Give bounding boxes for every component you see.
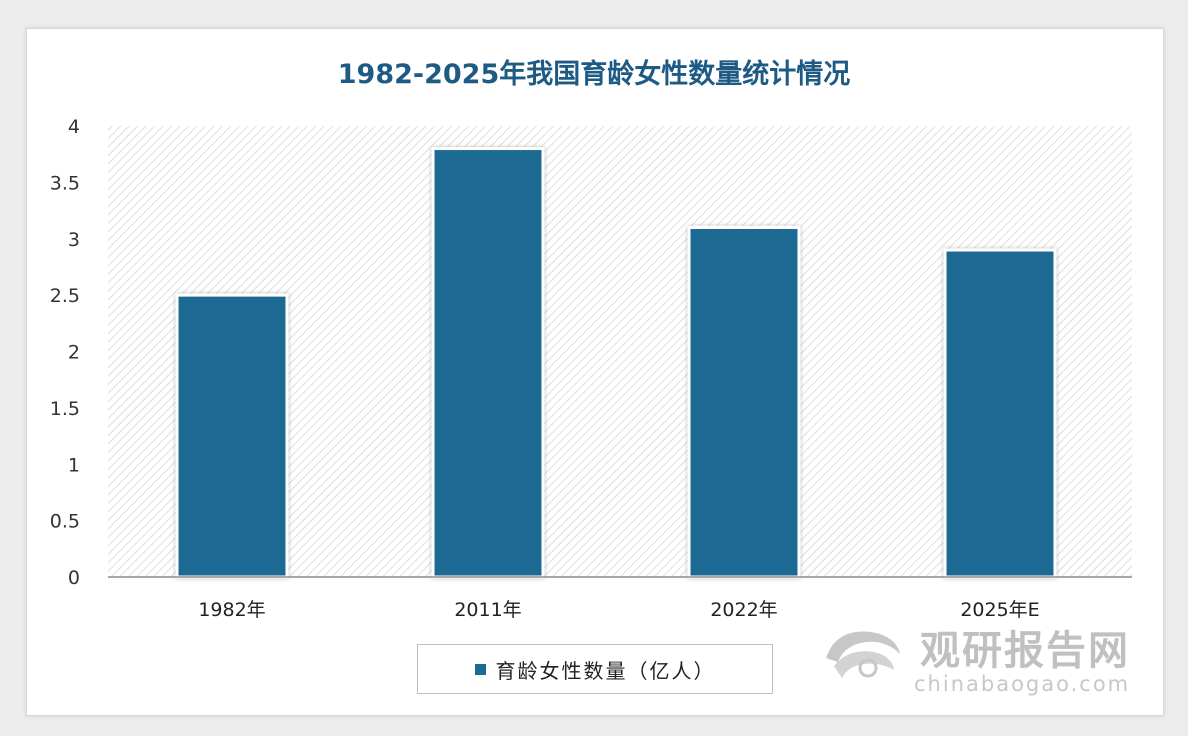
y-tick-label: 1.5: [50, 398, 80, 420]
x-tick-label: 1982年: [198, 599, 265, 621]
bar: [175, 293, 289, 579]
legend: 育龄女性数量（亿人）: [417, 644, 773, 694]
legend-label: 育龄女性数量（亿人）: [495, 658, 716, 683]
watermark: 观研报告网 chinabaogao.com: [816, 614, 1150, 704]
bar: [431, 147, 545, 579]
y-tick-label: 3.5: [50, 172, 80, 194]
y-tick-label: 0.5: [50, 511, 80, 533]
y-tick-label: 2.5: [50, 285, 80, 307]
legend-swatch: [474, 663, 486, 675]
x-tick-label: 2025年E: [960, 599, 1039, 621]
y-tick-label: 3: [68, 229, 80, 251]
y-tick-label: 4: [68, 116, 80, 138]
y-tick-label: 1: [68, 454, 80, 476]
x-tick-label: 2011年: [454, 599, 521, 621]
watermark-logo-icon: [826, 631, 900, 678]
chart-title: 1982-2025年我国育龄女性数量统计情况: [337, 59, 851, 90]
y-tick-label: 0: [68, 567, 80, 589]
x-tick-label: 2022年: [710, 599, 777, 621]
bar: [943, 248, 1057, 579]
bar: [687, 225, 801, 579]
watermark-domain: chinabaogao.com: [914, 672, 1131, 696]
y-tick-label: 2: [68, 342, 80, 364]
watermark-name: 观研报告网: [920, 628, 1130, 674]
